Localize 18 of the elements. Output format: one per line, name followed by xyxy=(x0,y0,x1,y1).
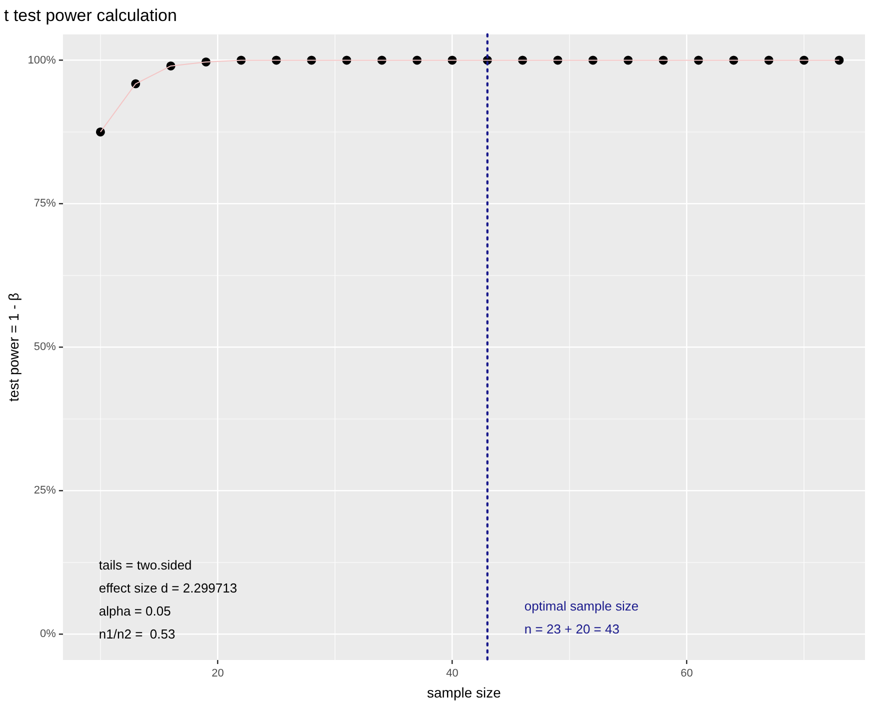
ref-line-label: optimal sample size n = 23 + 20 = 43 xyxy=(524,598,639,637)
x-tick-label: 60 xyxy=(680,668,693,680)
x-tick-label: 20 xyxy=(212,668,224,680)
y-axis-title: test power = 1 - β xyxy=(5,292,22,402)
x-tick-label: 40 xyxy=(446,668,458,680)
x-axis-title: sample size xyxy=(427,684,502,700)
point xyxy=(834,56,844,65)
y-tick-label: 25% xyxy=(34,484,56,497)
y-tick-label: 50% xyxy=(34,341,56,354)
y-tick-label: 100% xyxy=(28,54,56,66)
annotation: n1/n2 = 0.53 xyxy=(98,626,176,642)
chart-title: t test power calculation xyxy=(4,6,177,25)
annotation: alpha = 0.05 xyxy=(98,604,171,619)
annotation: tails = two.sided xyxy=(98,558,192,573)
y-tick-label: 0% xyxy=(40,628,56,640)
annotation: effect size d = 2.299713 xyxy=(98,580,238,596)
point xyxy=(96,127,105,136)
y-tick-label: 75% xyxy=(34,198,56,210)
